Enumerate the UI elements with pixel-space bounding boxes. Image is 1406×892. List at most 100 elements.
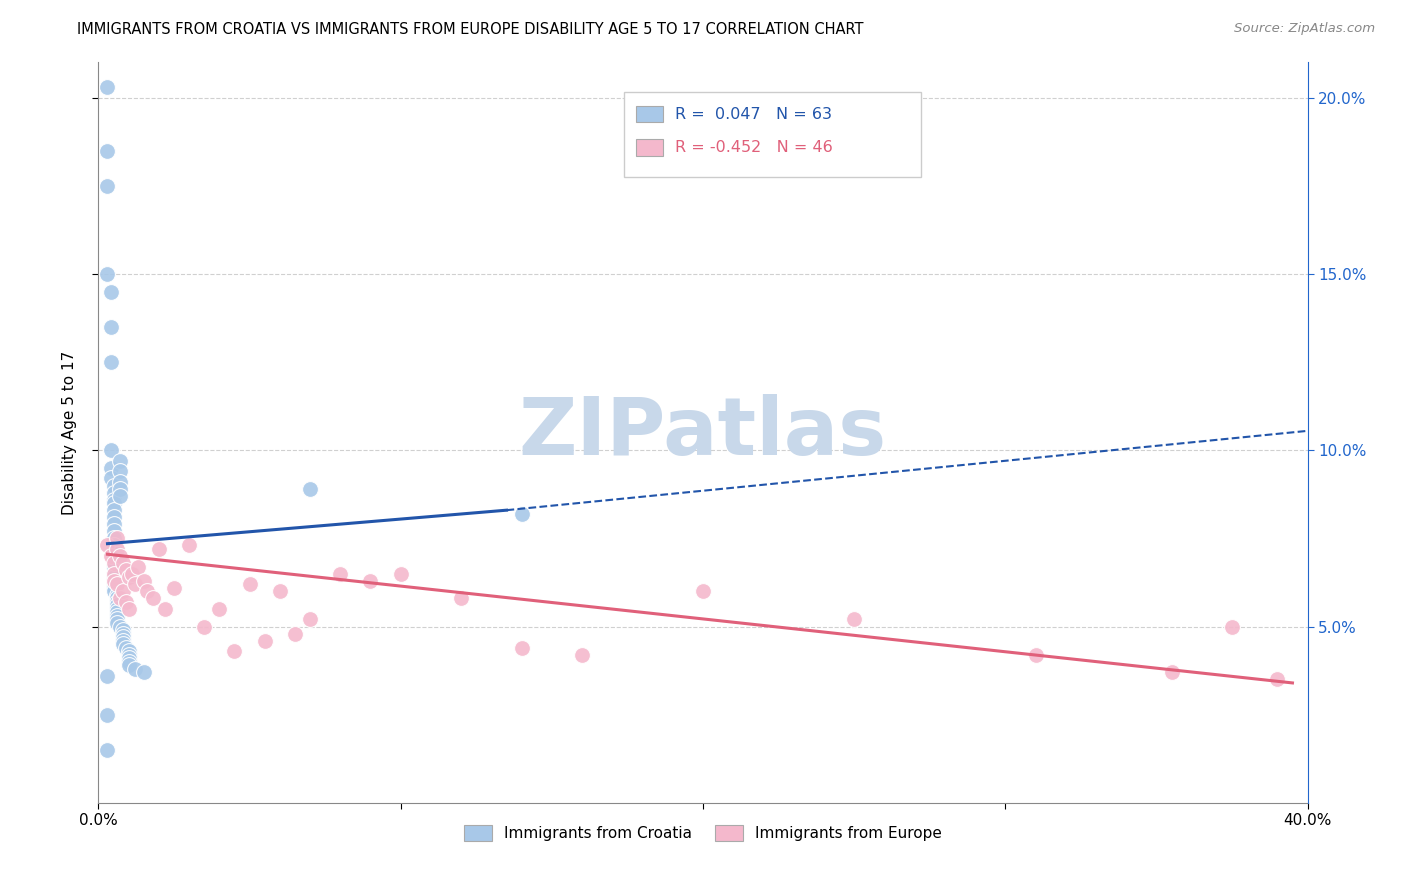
Point (118, 602, 141, 616)
Point (121, 566, 143, 581)
Text: R =  0.047   N = 63: R = 0.047 N = 63 (675, 107, 832, 122)
Point (118, 644, 141, 658)
Point (103, 485, 125, 500)
Point (118, 570, 141, 584)
Point (105, 612, 128, 626)
Point (103, 556, 125, 570)
Point (105, 588, 128, 602)
Point (193, 619, 215, 633)
Text: ZIPatlas: ZIPatlas (519, 393, 887, 472)
Point (96, 144, 118, 158)
FancyBboxPatch shape (624, 92, 921, 178)
Point (571, 648, 593, 662)
Point (105, 599, 128, 613)
Point (208, 602, 231, 616)
Point (132, 574, 155, 588)
Point (111, 584, 134, 599)
Point (103, 566, 125, 581)
Point (148, 541, 170, 556)
Point (103, 552, 125, 566)
Point (103, 524, 125, 539)
Point (100, 443, 122, 458)
Point (118, 651, 141, 665)
Point (299, 482, 322, 496)
Point (96, 707, 118, 722)
Point (118, 648, 141, 662)
Point (103, 503, 125, 517)
Point (103, 566, 125, 581)
Legend: Immigrants from Croatia, Immigrants from Europe: Immigrants from Croatia, Immigrants from… (458, 819, 948, 847)
Point (105, 609, 128, 624)
Point (127, 559, 149, 574)
Point (96, 743, 118, 757)
Point (108, 549, 131, 563)
Point (103, 577, 125, 591)
Point (105, 595, 128, 609)
Text: IMMIGRANTS FROM CROATIA VS IMMIGRANTS FROM EUROPE DISABILITY AGE 5 TO 17 CORRELA: IMMIGRANTS FROM CROATIA VS IMMIGRANTS FR… (77, 22, 863, 37)
Point (103, 559, 125, 574)
Point (108, 475, 131, 489)
Point (103, 581, 125, 595)
Point (111, 623, 134, 637)
Point (299, 612, 322, 626)
Point (284, 626, 307, 640)
Point (111, 633, 134, 648)
FancyBboxPatch shape (637, 106, 664, 122)
Point (105, 606, 128, 620)
Point (124, 662, 146, 676)
Point (96, 538, 118, 552)
Point (103, 556, 125, 570)
Point (100, 285, 122, 299)
Point (96, 669, 118, 683)
Point (100, 549, 122, 563)
Point (142, 591, 165, 606)
Point (844, 612, 866, 626)
Point (1267, 673, 1289, 687)
Point (1024, 648, 1046, 662)
Point (224, 644, 246, 658)
Point (132, 665, 155, 680)
Point (105, 615, 128, 630)
Point (114, 640, 136, 655)
Point (103, 545, 125, 559)
Point (118, 655, 141, 669)
Point (163, 581, 186, 595)
Point (105, 532, 128, 546)
Point (108, 464, 131, 478)
Point (108, 454, 131, 468)
Point (108, 489, 131, 503)
Point (105, 591, 128, 606)
Point (103, 532, 125, 546)
Point (111, 556, 134, 570)
Point (118, 658, 141, 673)
Point (111, 630, 134, 644)
Point (450, 591, 472, 606)
Point (105, 602, 128, 616)
Point (96, 267, 118, 281)
Point (100, 355, 122, 369)
Point (103, 478, 125, 492)
Point (103, 538, 125, 552)
Point (111, 626, 134, 640)
Point (96, 178, 118, 193)
Point (105, 577, 128, 591)
Point (103, 541, 125, 556)
Point (103, 496, 125, 510)
Point (360, 574, 382, 588)
Point (239, 577, 262, 591)
Point (103, 584, 125, 599)
Point (1160, 665, 1182, 680)
Point (253, 633, 276, 648)
Point (510, 507, 533, 521)
Point (103, 574, 125, 588)
Point (135, 584, 157, 599)
Point (103, 517, 125, 532)
Point (114, 563, 136, 577)
FancyBboxPatch shape (637, 139, 664, 156)
Point (103, 492, 125, 507)
Point (179, 538, 201, 552)
Point (329, 566, 352, 581)
Point (100, 319, 122, 334)
Point (108, 619, 131, 633)
Point (96, 80, 118, 95)
